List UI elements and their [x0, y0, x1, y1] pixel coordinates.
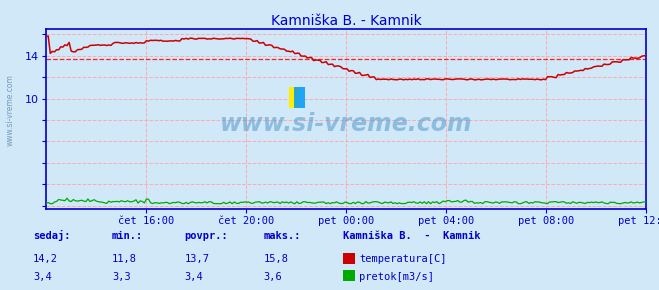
Text: maks.:: maks.: — [264, 231, 301, 241]
Bar — [289, 86, 300, 108]
Text: 3,4: 3,4 — [185, 272, 203, 282]
Text: pretok[m3/s]: pretok[m3/s] — [359, 272, 434, 282]
Text: Kamniška B.  -  Kamnik: Kamniška B. - Kamnik — [343, 231, 480, 241]
Text: 11,8: 11,8 — [112, 254, 137, 264]
Text: temperatura[C]: temperatura[C] — [359, 254, 447, 264]
Text: www.si-vreme.com: www.si-vreme.com — [219, 112, 473, 136]
Text: sedaj:: sedaj: — [33, 230, 71, 241]
Text: 14,2: 14,2 — [33, 254, 58, 264]
Text: min.:: min.: — [112, 231, 143, 241]
Bar — [295, 86, 305, 108]
Text: www.si-vreme.com: www.si-vreme.com — [5, 74, 14, 146]
Text: 3,3: 3,3 — [112, 272, 130, 282]
Text: 3,6: 3,6 — [264, 272, 282, 282]
Text: povpr.:: povpr.: — [185, 231, 228, 241]
Text: 3,4: 3,4 — [33, 272, 51, 282]
Text: 13,7: 13,7 — [185, 254, 210, 264]
Text: 15,8: 15,8 — [264, 254, 289, 264]
Title: Kamniška B. - Kamnik: Kamniška B. - Kamnik — [271, 14, 421, 28]
